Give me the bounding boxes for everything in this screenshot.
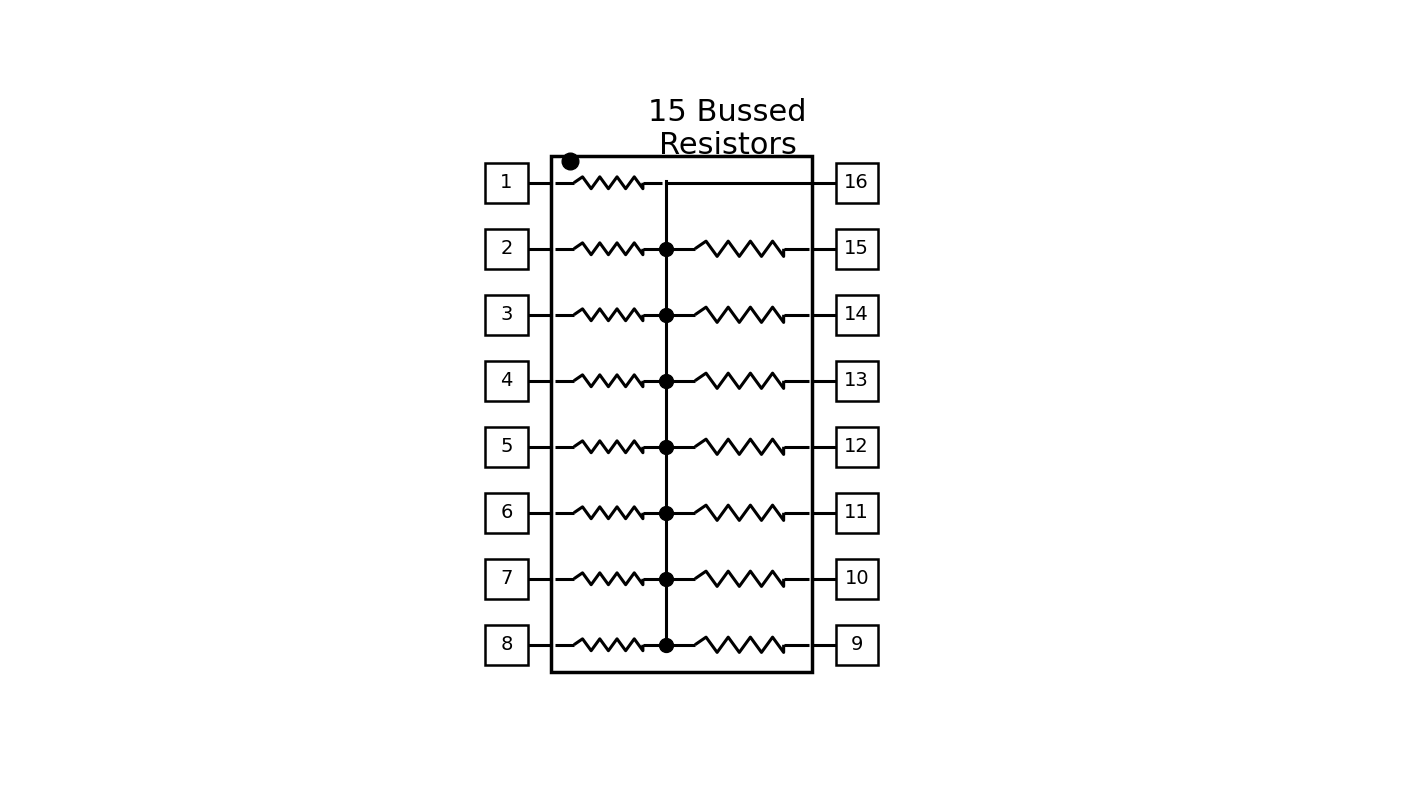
Text: 4: 4 <box>500 371 513 390</box>
Text: 6: 6 <box>500 504 513 522</box>
Text: 3: 3 <box>500 306 513 324</box>
Text: 14: 14 <box>845 306 869 324</box>
Bar <box>486 361 528 401</box>
Text: 15 Bussed
Resistors: 15 Bussed Resistors <box>649 97 807 160</box>
Text: 7: 7 <box>500 569 513 588</box>
Bar <box>835 625 878 665</box>
Bar <box>486 559 528 598</box>
Text: 9: 9 <box>851 635 863 654</box>
Bar <box>835 163 878 203</box>
Bar <box>486 294 528 335</box>
Bar <box>835 361 878 401</box>
Text: 11: 11 <box>845 504 869 522</box>
Text: 13: 13 <box>845 371 869 390</box>
Bar <box>835 492 878 533</box>
Text: 8: 8 <box>500 635 513 654</box>
Bar <box>835 294 878 335</box>
Text: 5: 5 <box>500 437 513 456</box>
Text: 1: 1 <box>500 173 513 192</box>
Bar <box>486 427 528 467</box>
Bar <box>551 156 812 672</box>
Bar <box>835 427 878 467</box>
Bar <box>486 492 528 533</box>
Text: 12: 12 <box>845 437 869 456</box>
Bar <box>486 229 528 269</box>
Bar <box>486 163 528 203</box>
Bar <box>835 229 878 269</box>
Text: 10: 10 <box>845 569 869 588</box>
Text: 2: 2 <box>500 239 513 259</box>
Text: 16: 16 <box>845 173 869 192</box>
Text: 15: 15 <box>845 239 869 259</box>
Bar <box>835 559 878 598</box>
Bar <box>486 625 528 665</box>
